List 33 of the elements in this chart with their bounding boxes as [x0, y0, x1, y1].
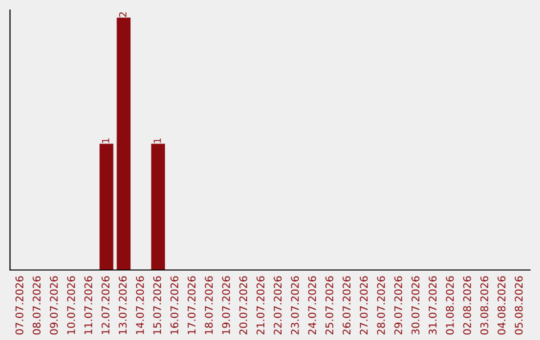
x-tick-label: 21.07.2026: [256, 276, 264, 334]
x-tick-label: 31.07.2026: [428, 276, 437, 334]
x-tick-label: 15.07.2026: [153, 276, 162, 334]
x-tick-label: 03.08.2026: [480, 276, 488, 335]
x-tick-label: 28.07.2026: [377, 276, 385, 334]
x-tick-label: 22.07.2026: [274, 276, 282, 334]
x-tick-label: 29.07.2026: [394, 276, 402, 334]
x-tick-label: 23.07.2026: [290, 276, 299, 334]
x-tick-label: 08.07.2026: [32, 276, 41, 335]
x-tick-label: 27.07.2026: [360, 276, 368, 334]
x-tick-label: 02.08.2026: [463, 276, 472, 335]
x-tick-label: 17.07.2026: [188, 276, 196, 334]
x-tick-label: 11.07.2026: [84, 276, 92, 334]
x-tick-label: 20.07.2026: [239, 276, 248, 334]
x-tick-label: 10.07.2026: [67, 276, 76, 334]
x-tick-label: 09.07.2026: [50, 276, 58, 335]
x-tick-label: 12.07.2026: [102, 276, 110, 334]
x-tick-label: 01.08.2026: [446, 276, 454, 335]
x-tick-label: 16.07.2026: [170, 276, 178, 334]
x-tick-label: 30.07.2026: [412, 276, 420, 334]
data-label: 1: [154, 138, 161, 143]
x-tick-label: 04.08.2026: [498, 276, 506, 335]
x-tick-label: 05.08.2026: [514, 276, 523, 335]
x-tick-label: 07.07.2026: [15, 276, 24, 335]
x-tick-label: 24.07.2026: [308, 276, 316, 334]
data-label: 2: [119, 12, 126, 17]
x-tick-label: 19.07.2026: [222, 276, 230, 334]
x-tick-label: 26.07.2026: [342, 276, 351, 334]
x-tick-label: 14.07.2026: [136, 276, 144, 334]
data-label: 1: [102, 138, 110, 143]
x-tick-label: 13.07.2026: [118, 276, 127, 334]
x-tick-label: 25.07.2026: [325, 276, 334, 334]
x-tick-label: 18.07.2026: [204, 276, 213, 334]
